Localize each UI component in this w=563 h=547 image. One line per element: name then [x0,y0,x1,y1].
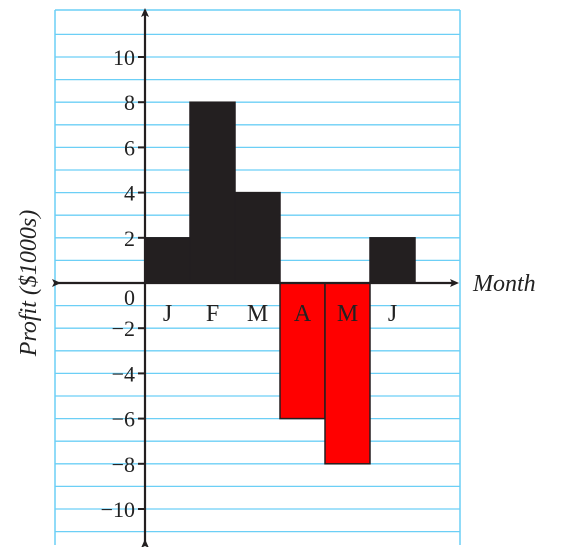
y-tick-label: 8 [124,90,135,115]
y-tick-label: −6 [112,407,135,432]
labels-group: −10 −8 −6 −4 −2 2 4 6 8 10 J F M A M J [101,45,398,522]
y-tick-label: −10 [101,497,135,522]
bar-4 [279,282,326,420]
bar-2 [189,101,236,284]
bar-1 [144,237,191,284]
y-tick-label: −2 [112,316,135,341]
y-axis-title: Profit ($1000s) [16,210,42,357]
x-tick-label: A [294,301,312,327]
y-tick-label: 4 [124,181,135,206]
x-tick-label: M [337,301,358,327]
x-tick-label: J [163,301,172,327]
x-tick-label: J [388,301,397,327]
bar-5 [324,282,371,465]
axes-group [52,8,459,547]
bar-6 [369,237,416,284]
x-tick-label: F [206,301,219,327]
bar-3 [234,191,281,284]
y-tick-label: −4 [112,361,135,386]
y-tick-label: 6 [124,135,135,160]
y-tick-label: 2 [124,226,135,251]
y-tick-label: 10 [113,45,135,70]
y-tick-label: −8 [112,452,135,477]
x-tick-label: M [247,301,268,327]
x-axis-title: Month [472,271,536,297]
origin-label: 0 [124,285,135,310]
